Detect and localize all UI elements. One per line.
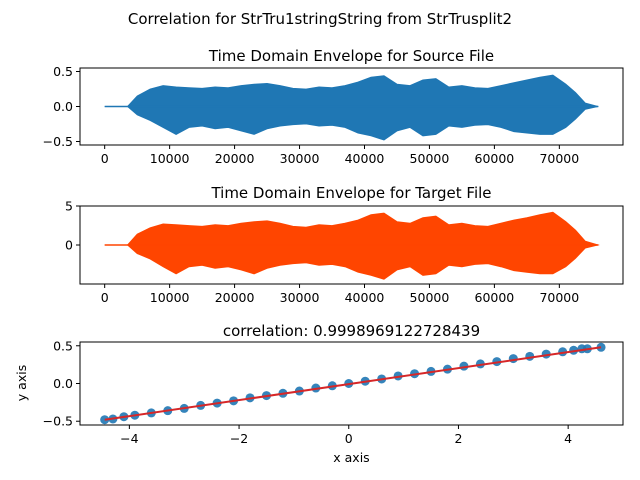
fit-line (104, 346, 602, 421)
target-envelope-title: Time Domain Envelope for Target File (210, 184, 491, 202)
y-axis-label: y axis (14, 365, 29, 401)
correlation-title: correlation: 0.9998969122728439 (223, 322, 480, 340)
correlation-y-tick-label-1: 0.0 (53, 376, 73, 391)
correlation-x-tick-label-1: −2 (230, 431, 248, 446)
source-envelope-title: Time Domain Envelope for Source File (208, 47, 494, 65)
target-x-tick-label-7: 70000 (539, 290, 579, 305)
correlation-scatter-panel: correlation: 0.9998969122728439 x axis y… (14, 322, 624, 465)
source-x-tick-label-3: 30000 (280, 151, 320, 166)
figure-suptitle: Correlation for StrTru1stringString from… (128, 10, 512, 28)
target-x-tick-label-0: 0 (101, 290, 109, 305)
x-axis-label: x axis (333, 450, 369, 465)
source-x-tick-label-5: 50000 (410, 151, 450, 166)
target-x-tick-label-2: 20000 (215, 290, 255, 305)
source-x-tick-label-0: 0 (101, 151, 109, 166)
correlation-y-tick-label-2: 0.5 (53, 338, 73, 353)
target-x-tick-label-3: 30000 (280, 290, 320, 305)
target-x-tick-label-4: 40000 (345, 290, 385, 305)
target-envelope-panel: Time Domain Envelope for Target File 0 10… (65, 184, 624, 305)
source-x-tick-label-7: 70000 (539, 151, 579, 166)
correlation-x-tick-label-4: 4 (564, 431, 572, 446)
source-x-tick-label-1: 10000 (150, 151, 190, 166)
source-envelope-panel: Time Domain Envelope for Source File 0 10… (43, 47, 624, 166)
source-x-tick-label-4: 40000 (345, 151, 385, 166)
correlation-x-tick-label-0: −4 (120, 431, 138, 446)
correlation-x-tick-label-2: 0 (345, 431, 353, 446)
source-y-tick-label-1: 0.0 (53, 99, 73, 114)
source-x-tick-label-6: 60000 (475, 151, 515, 166)
correlation-y-tick-label-0: −0.5 (43, 414, 73, 429)
target-y-tick-label-0: 0 (65, 238, 73, 253)
correlation-x-tick-label-3: 2 (454, 431, 462, 446)
source-x-tick-label-2: 20000 (215, 151, 255, 166)
target-x-tick-label-1: 10000 (150, 290, 190, 305)
source-y-tick-label-0: −0.5 (43, 134, 73, 149)
scatter-point-26 (508, 354, 518, 364)
target-x-tick-label-5: 50000 (410, 290, 450, 305)
target-y-tick-label-1: 5 (65, 199, 73, 214)
source-y-tick-label-2: 0.5 (53, 64, 73, 79)
target-x-tick-label-6: 60000 (475, 290, 515, 305)
